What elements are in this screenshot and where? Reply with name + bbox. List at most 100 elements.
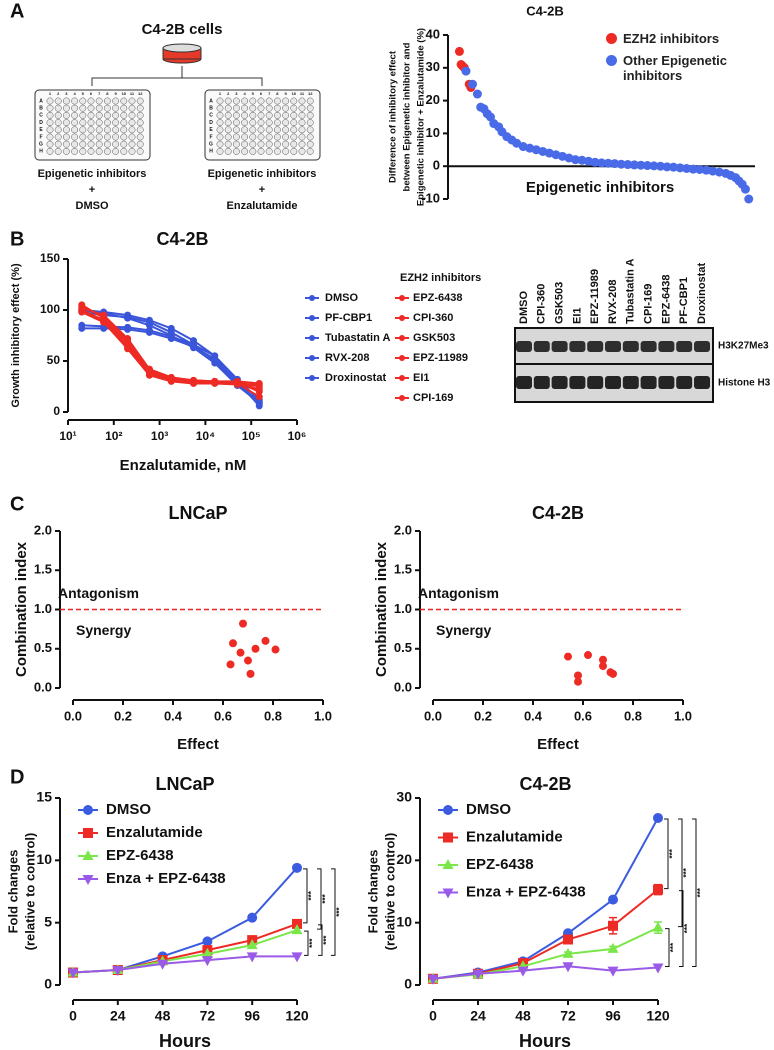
significance-bracket (331, 868, 336, 956)
point (461, 66, 471, 76)
point (599, 662, 607, 671)
y-tick-label: -10 (421, 190, 440, 205)
well (273, 104, 281, 112)
well (298, 133, 306, 141)
y-tick-label: 1.5 (34, 562, 52, 577)
plate-col: 10 (122, 91, 127, 96)
y-tick-label: 150 (40, 251, 60, 265)
x-tick-label: 48 (515, 1008, 531, 1024)
point (226, 660, 235, 669)
well (112, 133, 120, 141)
y-axis-label: Combination index (13, 541, 30, 677)
well (120, 97, 128, 105)
well (232, 104, 240, 112)
legend-label: PF-CBP1 (325, 312, 372, 324)
band (676, 376, 693, 389)
well (257, 126, 265, 134)
well (46, 104, 54, 112)
point (454, 46, 464, 56)
series-line (432, 926, 659, 980)
marker (291, 952, 303, 963)
legend-label: Droxinostat (325, 372, 386, 384)
well (224, 147, 232, 155)
well (103, 126, 111, 134)
condition: Enzalutamide (227, 200, 298, 212)
band (622, 376, 639, 389)
marker (67, 968, 79, 979)
x-tick-label: 0.0 (64, 708, 82, 723)
well (128, 133, 136, 141)
marker (211, 355, 219, 363)
well (120, 104, 128, 112)
plate-col: 12 (308, 91, 313, 96)
marker (517, 966, 529, 977)
significance-label: *** (322, 935, 331, 945)
well (232, 126, 240, 134)
chart-title: C4-2B (526, 3, 564, 18)
series-line (72, 955, 297, 974)
well (224, 111, 232, 119)
marker (607, 966, 619, 977)
well (54, 147, 62, 155)
condition: DMSO (76, 200, 109, 212)
lane-label: DMSO (518, 291, 530, 324)
point (239, 619, 247, 628)
band (569, 341, 586, 352)
well (95, 111, 103, 119)
point (629, 160, 639, 170)
well (249, 133, 257, 141)
well (128, 104, 136, 112)
band-label: H3K27Me3 (718, 341, 769, 352)
x-tick-label: 96 (605, 1008, 621, 1024)
marker (653, 812, 663, 823)
well (54, 133, 62, 141)
lane-label: Tubastatin A (625, 259, 637, 324)
marker (78, 306, 86, 314)
well (241, 104, 249, 112)
y-tick-label: 2.0 (34, 522, 52, 537)
well (298, 97, 306, 105)
plate-col: 3 (65, 91, 68, 96)
well (216, 97, 224, 105)
x-tick-label: 0.6 (214, 708, 232, 723)
point (669, 162, 679, 172)
well (306, 111, 314, 119)
marker (190, 378, 198, 386)
well (241, 133, 249, 141)
marker (83, 828, 93, 838)
marker (472, 969, 484, 980)
well (273, 97, 281, 105)
point (695, 164, 705, 174)
well (136, 111, 144, 119)
legend-label: Other Epigenetic inhibitors (623, 53, 728, 83)
well (282, 147, 290, 155)
well (273, 133, 281, 141)
plate-col: 8 (106, 91, 109, 96)
well (224, 104, 232, 112)
y-axis-label: Epigenetic inhibitor + Enzalutamide (%) (416, 28, 427, 206)
legend-swatch (606, 55, 617, 66)
marker (145, 370, 153, 378)
well (306, 140, 314, 148)
legend-label: DMSO (106, 801, 151, 818)
well (120, 126, 128, 134)
chart-title: C4-2B (532, 503, 584, 523)
plate-col: 1 (219, 91, 222, 96)
legend-label: GSK503 (413, 332, 455, 344)
well (282, 119, 290, 127)
marker (608, 894, 618, 905)
well (87, 119, 95, 127)
marker (157, 959, 169, 970)
point (590, 157, 600, 167)
legend-label: Enzalutamide (106, 824, 203, 841)
x-tick-label: 24 (110, 1008, 126, 1024)
significance-label: *** (682, 867, 691, 877)
well (79, 133, 87, 141)
annotation: Antagonism (418, 585, 499, 601)
chart-title: LNCaP (155, 774, 214, 794)
significance-bracket (304, 930, 309, 956)
legend-label: Tubastatin A (325, 332, 390, 344)
well (306, 133, 314, 141)
significance-bracket (678, 818, 683, 928)
